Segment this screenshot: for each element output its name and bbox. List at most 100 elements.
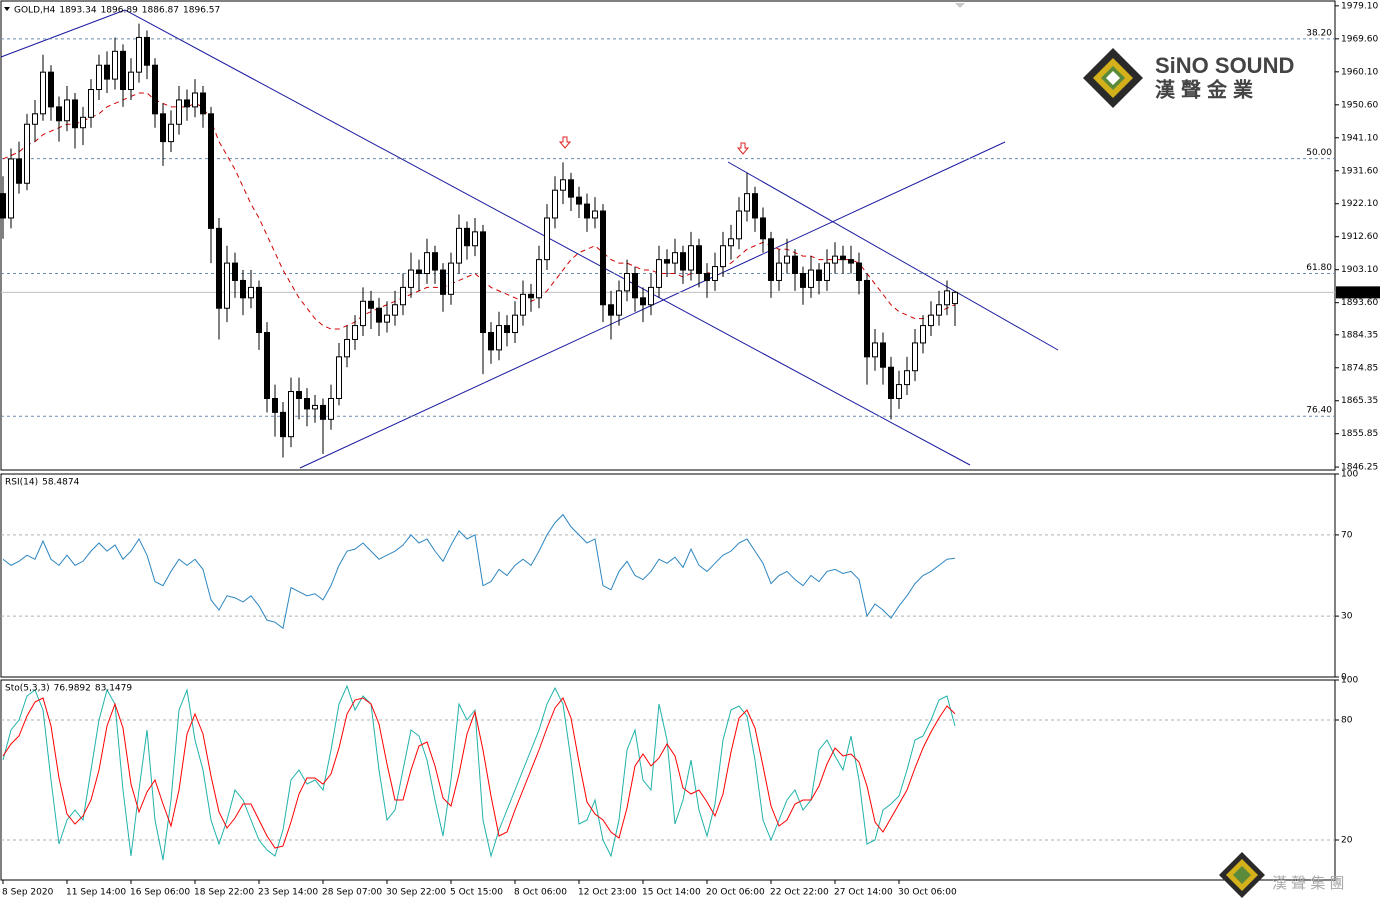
indicator-value: 83.1479 xyxy=(95,684,132,694)
x-tick-label: 11 Sep 14:00 xyxy=(66,888,126,898)
fib-label: 38.20 xyxy=(1306,28,1332,38)
y-tick-label: 1846.25 xyxy=(1341,463,1378,473)
candle-body xyxy=(368,300,374,309)
price-box-label: 1896.57 xyxy=(1340,288,1377,298)
y-tick-label: 1969.60 xyxy=(1341,34,1378,44)
candle-body xyxy=(824,262,830,281)
candle-body xyxy=(128,71,134,91)
y-tick-label: 1874.85 xyxy=(1341,363,1378,373)
candle-body xyxy=(944,290,950,306)
stochastic-panel xyxy=(0,679,1336,881)
candle-body xyxy=(240,279,246,299)
down-arrow xyxy=(558,136,572,149)
y-tick-label: 100 xyxy=(1341,470,1358,480)
y-tick-label: 1960.10 xyxy=(1341,67,1378,77)
candle-body xyxy=(176,99,182,125)
candle-body xyxy=(144,36,150,66)
symbol: GOLD,H4 xyxy=(14,6,56,16)
candle-body xyxy=(920,325,926,344)
candle-body xyxy=(512,314,518,334)
x-tick-label: 8 Oct 06:00 xyxy=(514,888,567,898)
candle-body xyxy=(912,342,918,372)
trend-line xyxy=(0,9,126,58)
candle-body xyxy=(904,370,910,386)
candle-body xyxy=(8,158,14,219)
candle-body xyxy=(456,227,462,264)
candle-body xyxy=(896,384,902,399)
x-tick-label: 16 Sep 06:00 xyxy=(130,888,190,898)
candle-body xyxy=(104,64,110,80)
candle-body xyxy=(696,245,702,275)
y-tick-label: 1903.10 xyxy=(1341,265,1378,275)
y-tick-label: 1855.85 xyxy=(1341,429,1378,439)
y-tick-label: 1941.10 xyxy=(1341,133,1378,143)
candle-body xyxy=(864,279,870,358)
series-line xyxy=(2,697,956,849)
series-line xyxy=(2,92,956,330)
candle-body xyxy=(640,297,646,306)
price-box xyxy=(1336,286,1380,299)
candle-body xyxy=(120,50,126,91)
candle-body xyxy=(848,259,854,264)
fib-label: 61.80 xyxy=(1306,263,1332,273)
y-tick-label: 30 xyxy=(1341,612,1353,622)
candle-body xyxy=(472,231,478,247)
candle-body xyxy=(152,64,158,115)
brand-name: SiNO SOUND xyxy=(1155,53,1294,78)
price-panel xyxy=(0,0,1336,471)
candle-body xyxy=(0,193,6,219)
candle-body xyxy=(24,123,30,184)
candle-body xyxy=(952,291,958,305)
y-tick-label: 1931.60 xyxy=(1341,166,1378,176)
candle-body xyxy=(232,262,238,281)
x-tick-label: 8 Sep 2020 xyxy=(2,888,54,898)
candle-body xyxy=(712,266,718,281)
candle-body xyxy=(720,245,726,268)
candle-body xyxy=(520,293,526,316)
candle-body xyxy=(392,304,398,316)
y-tick-label: 1922.10 xyxy=(1341,199,1378,209)
candle-body xyxy=(928,314,934,327)
header-open: 1893.34 xyxy=(59,6,96,16)
candle-body xyxy=(80,116,86,129)
candle-body xyxy=(552,189,558,219)
indicator-title: RSI(14) xyxy=(5,478,38,488)
candle-body xyxy=(32,113,38,125)
logo: SiNO SOUND 漢聲金業 xyxy=(1083,48,1294,108)
candle-body xyxy=(224,262,230,309)
y-tick-label: 20 xyxy=(1341,836,1353,846)
y-tick-label: 1865.35 xyxy=(1341,396,1378,406)
x-tick-label: 15 Oct 14:00 xyxy=(642,888,701,898)
candle-body xyxy=(432,252,438,271)
y-tick-label: 1893.60 xyxy=(1341,298,1378,308)
candle-body xyxy=(264,332,270,399)
candle-body xyxy=(184,99,190,108)
indicator-value: 76.9892 xyxy=(54,684,91,694)
candle-body xyxy=(616,290,622,316)
candle-body xyxy=(208,113,214,229)
x-tick-label: 28 Sep 07:00 xyxy=(322,888,382,898)
arrows xyxy=(558,136,750,155)
candle-body xyxy=(352,325,358,340)
candle-body xyxy=(664,259,670,264)
y-tick-label: 100 xyxy=(1341,676,1358,686)
series-line xyxy=(2,684,956,861)
candle-body xyxy=(280,411,286,438)
candle-body xyxy=(816,269,822,281)
footer-logo: 漢 聲 集 團 xyxy=(1219,852,1345,898)
candle-body xyxy=(256,286,262,334)
header-low: 1886.87 xyxy=(142,6,179,16)
indicator-title: Sto(5,3,3) xyxy=(5,684,50,694)
candle-body xyxy=(480,231,486,334)
candle-body xyxy=(344,338,350,358)
x-tick-label: 12 Oct 23:00 xyxy=(578,888,637,898)
trend-line xyxy=(727,161,1059,351)
candle-body xyxy=(416,269,422,275)
candle-body xyxy=(784,255,790,264)
x-tick-label: 5 Oct 15:00 xyxy=(450,888,503,898)
candle-body xyxy=(584,203,590,219)
candle-body xyxy=(72,99,78,129)
